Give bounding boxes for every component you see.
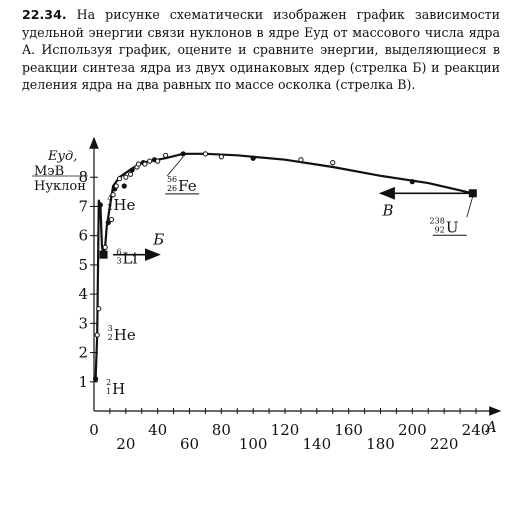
x-tick-label: 140: [303, 435, 332, 453]
nuclide-label-h: 21 H: [106, 378, 125, 398]
x-tick-label: 160: [334, 421, 363, 439]
mass-number: 6: [116, 248, 121, 257]
element-symbol: H: [112, 380, 125, 398]
y-tick-label: 4: [78, 285, 88, 303]
key-nucleus-marker: [99, 250, 108, 259]
element-symbol: Fe: [178, 177, 197, 195]
data-point: [105, 219, 111, 226]
problem-text: На рисунке схематически изображен график…: [22, 7, 500, 93]
nuclide-label-he: 32 He: [108, 324, 136, 344]
y-axis-label-line: Eуд,: [47, 149, 77, 164]
x-tick-label: 120: [271, 421, 300, 439]
charge-number: 2: [107, 203, 112, 212]
element-symbol: He: [113, 196, 135, 214]
x-tick-label: 80: [212, 421, 231, 439]
x-axis-label: A: [484, 418, 497, 436]
data-point: [102, 244, 108, 250]
x-tick-label: 220: [430, 435, 459, 453]
x-tick-label: 40: [148, 421, 167, 439]
mass-number: 4: [107, 194, 112, 203]
data-point: [113, 183, 119, 189]
data-point: [110, 192, 116, 198]
charge-number: 26: [167, 184, 177, 193]
data-point: [121, 183, 127, 189]
y-tick-label: 3: [78, 314, 88, 332]
y-axis-label-line: МэВ: [34, 164, 64, 179]
mass-number: 3: [108, 324, 113, 333]
data-point: [142, 161, 148, 167]
charge-number: 2: [108, 333, 113, 342]
y-tick-label: 7: [78, 197, 88, 215]
data-point: [123, 174, 129, 180]
data-point: [135, 161, 142, 167]
data-point: [330, 160, 336, 166]
data-point: [298, 157, 304, 163]
element-symbol: He: [114, 326, 136, 344]
data-point: [409, 179, 415, 185]
data-point: [250, 155, 256, 161]
y-tick-label: 2: [78, 344, 88, 362]
x-tick-label: 200: [398, 421, 427, 439]
data-point: [92, 376, 99, 382]
label-leader: [466, 196, 474, 218]
y-tick-label: 5: [78, 256, 88, 274]
arrow-label: В: [382, 201, 394, 219]
mass-number: 56: [167, 175, 177, 184]
x-tick-label: 60: [180, 435, 199, 453]
data-point: [108, 216, 115, 223]
mass-number: 2: [106, 378, 111, 387]
curve-layer: [94, 152, 474, 379]
x-tick-label: 180: [366, 435, 395, 453]
data-point: [128, 171, 134, 177]
arrow-label: Б: [152, 231, 164, 249]
x-tick-label: 240: [462, 421, 491, 439]
x-tick-label: 100: [239, 435, 268, 453]
data-point: [218, 154, 224, 160]
y-tick-label: 8: [78, 168, 88, 186]
element-symbol: U: [446, 218, 459, 236]
data-point: [96, 306, 102, 312]
element-symbol: Li: [123, 250, 138, 268]
data-point: [97, 202, 103, 208]
arrow-layer: БВ: [113, 186, 473, 262]
x-tick-label: 0: [89, 421, 99, 439]
y-tick-label: 1: [78, 373, 88, 391]
points-layer: [92, 151, 476, 382]
problem-number: 22.34.: [22, 7, 67, 22]
problem-paragraph: 22.34. На рисунке схематически изображен…: [22, 6, 500, 94]
charge-number: 1: [106, 387, 111, 396]
data-point: [180, 151, 186, 157]
y-tick-label: 6: [78, 227, 88, 245]
label-leader: [166, 156, 184, 177]
data-point: [147, 158, 153, 164]
chart-axes: [89, 136, 502, 416]
mass-number: 238: [430, 216, 445, 225]
charge-number: 3: [116, 257, 121, 266]
data-point: [129, 167, 135, 173]
binding-energy-curve: [94, 152, 474, 379]
data-point: [155, 158, 161, 164]
data-point: [163, 152, 169, 158]
data-point: [202, 151, 209, 157]
data-point: [94, 332, 100, 338]
x-tick-label: 20: [116, 435, 135, 453]
nuclide-label-li: 63 Li: [116, 248, 137, 268]
data-point: [116, 176, 123, 182]
y-axis-label-line: Нуклон: [34, 179, 86, 194]
problem-statement: 22.34. На рисунке схематически изображен…: [22, 6, 500, 94]
nuclide-label-he: 42 He: [107, 194, 135, 214]
charge-number: 92: [435, 225, 445, 234]
